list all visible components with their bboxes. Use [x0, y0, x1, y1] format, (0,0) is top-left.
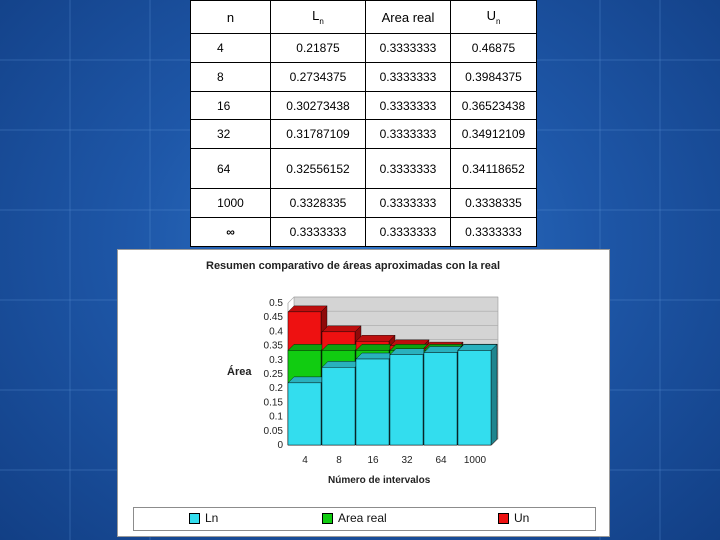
- table-row: 8 0.2734375 0.3333333 0.3984375: [190, 62, 537, 92]
- bar-ln: [423, 352, 458, 446]
- x-tick-label: 4: [302, 455, 308, 466]
- bar-ln: [457, 350, 492, 446]
- bar-ln: [355, 358, 390, 446]
- cell-area: 0.3333333: [365, 33, 451, 63]
- header-un: Un: [450, 0, 537, 34]
- legend-swatch-ln: [189, 512, 200, 524]
- cell-ln: 0.30273438: [270, 91, 366, 120]
- header-ln-base: L: [312, 8, 320, 23]
- bar-top-ln: [457, 344, 498, 351]
- cell-ln: 0.32556152: [270, 148, 366, 189]
- bar-top-ln: [321, 361, 362, 368]
- bar-top-area-real: [287, 344, 328, 351]
- bar-chart: 0 0.05 0.1 0.15 0.2 0.25 0.3 0.35 0.4 0.45 0.5 4 8 16…: [264, 296, 499, 466]
- cell-un: 0.3338335: [450, 188, 537, 218]
- x-tick-label: 8: [336, 455, 342, 466]
- cell-ln: 0.3333333: [270, 217, 366, 247]
- cell-ln: 0.31787109: [270, 119, 366, 149]
- bar-top-ln: [423, 346, 464, 353]
- cell-area: 0.3333333: [365, 217, 451, 247]
- x-tick-label: 64: [435, 455, 447, 466]
- x-tick-label: 32: [401, 455, 413, 466]
- cell-n: 64: [190, 148, 271, 189]
- bar-top-ln: [355, 352, 396, 360]
- cell-un: 0.34912109: [450, 119, 537, 149]
- bar-ln: [389, 354, 424, 446]
- x-tick-label: 1000: [464, 455, 487, 466]
- chart-legend: Ln Area real Un: [133, 507, 596, 531]
- bar-top-area-real: [355, 344, 396, 351]
- cell-un: 0.36523438: [450, 91, 537, 120]
- header-ln: Ln: [270, 0, 366, 34]
- y-axis-label: Área: [227, 366, 252, 378]
- bar-ln: [321, 367, 356, 446]
- chart-panel: Resumen comparativo de áreas aproximadas…: [117, 249, 610, 537]
- cell-area: 0.3333333: [365, 188, 451, 218]
- x-axis-label: Número de intervalos: [328, 475, 431, 486]
- y-tick-label: 0.4: [269, 326, 283, 337]
- cell-n: 8: [190, 62, 271, 92]
- table-row: 64 0.32556152 0.3333333 0.34118652: [190, 148, 537, 189]
- legend-item-area-real: Area real: [322, 511, 387, 525]
- header-ln-sub: n: [319, 17, 324, 26]
- y-tick-label: 0.25: [264, 369, 284, 380]
- cell-ln: 0.3328335: [270, 188, 366, 218]
- legend-swatch-area-real: [322, 512, 333, 524]
- table-row: 32 0.31787109 0.3333333 0.34912109: [190, 119, 537, 149]
- cell-un: 0.46875: [450, 33, 537, 63]
- header-un-base: U: [486, 8, 496, 23]
- comparison-table: n Ln Area real Un 4 0.21875 0.3333333 0.…: [190, 0, 537, 247]
- chart-title: Resumen comparativo de áreas aproximadas…: [206, 260, 501, 272]
- y-tick-label: 0.2: [269, 383, 283, 394]
- legend-item-un: Un: [498, 511, 529, 525]
- cell-un: 0.3333333: [450, 217, 537, 247]
- legend-item-ln: Ln: [189, 511, 218, 525]
- y-tick-label: 0: [277, 440, 283, 451]
- bar-top-ln: [389, 348, 430, 355]
- y-tick-label: 0.15: [264, 397, 284, 408]
- table-row: 16 0.30273438 0.3333333 0.36523438: [190, 91, 537, 120]
- y-tick-label: 0.05: [264, 426, 284, 437]
- x-tick-label: 16: [367, 455, 379, 466]
- cell-un: 0.34118652: [450, 148, 537, 189]
- cell-ln: 0.21875: [270, 33, 366, 63]
- legend-label-area-real: Area real: [338, 511, 387, 525]
- header-un-sub: n: [495, 17, 501, 26]
- legend-swatch-un: [498, 512, 509, 524]
- cell-n: 4: [190, 33, 271, 63]
- bar-top-un: [355, 335, 396, 342]
- cell-n: 32: [190, 119, 271, 149]
- table-row: 4 0.21875 0.3333333 0.46875: [190, 33, 537, 63]
- table-row: ∞ 0.3333333 0.3333333 0.3333333: [190, 217, 537, 247]
- cell-n: 1000: [190, 188, 271, 218]
- header-area-real: Area real: [365, 0, 451, 34]
- legend-label-ln: Ln: [205, 511, 219, 525]
- y-tick-label: 0.35: [264, 341, 284, 352]
- table-header-row: n Ln Area real Un: [190, 0, 537, 34]
- y-tick-label: 0.5: [269, 298, 283, 309]
- bar-top-un: [287, 305, 328, 313]
- bar-side-ln: [490, 343, 498, 446]
- header-n: n: [190, 0, 271, 34]
- y-tick-label: 0.45: [264, 312, 284, 323]
- bar-top-un: [321, 325, 362, 333]
- y-tick-label: 0.1: [269, 412, 283, 423]
- bar-ln: [287, 382, 322, 446]
- cell-n: ∞: [190, 217, 271, 247]
- bar-top-ln: [287, 376, 328, 384]
- cell-area: 0.3333333: [365, 148, 451, 189]
- bar-top-area-real: [321, 344, 362, 351]
- cell-area: 0.3333333: [365, 62, 451, 92]
- cell-ln: 0.2734375: [270, 62, 366, 92]
- cell-un: 0.3984375: [450, 62, 537, 92]
- cell-area: 0.3333333: [365, 119, 451, 149]
- cell-n: 16: [190, 91, 271, 120]
- legend-label-un: Un: [514, 511, 530, 525]
- cell-area: 0.3333333: [365, 91, 451, 120]
- gridline-depth: [287, 296, 295, 304]
- table-row: 1000 0.3328335 0.3333333 0.3338335: [190, 188, 537, 218]
- y-tick-label: 0.3: [269, 355, 283, 366]
